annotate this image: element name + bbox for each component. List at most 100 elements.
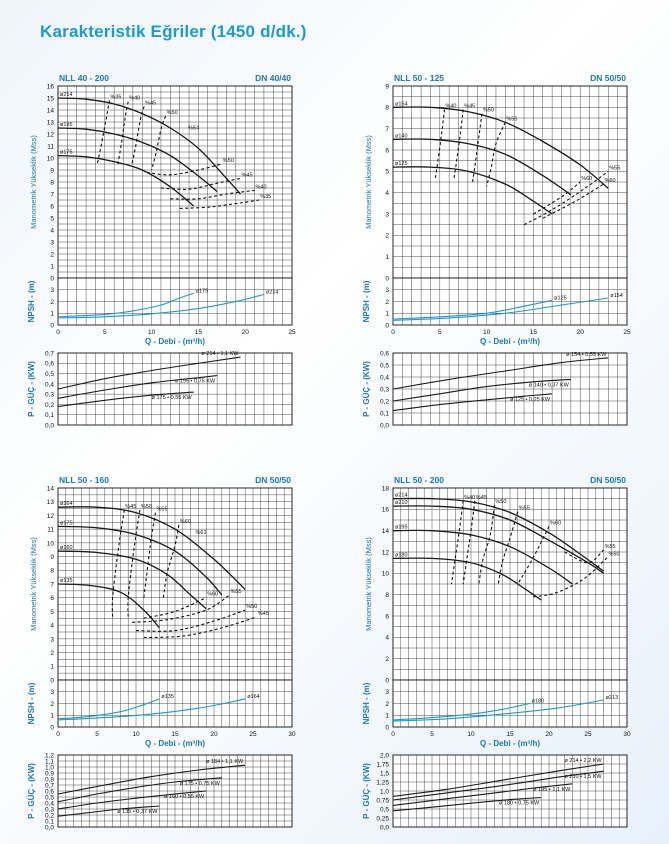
efficiency-label: %35	[110, 94, 121, 100]
series-label: ø214	[60, 92, 73, 98]
power-label: ø 184 • 1,1 KW	[206, 759, 244, 765]
y-tick-label: 7	[50, 191, 54, 198]
y-tick-label: 1,2	[45, 752, 54, 759]
y-tick-label: 3	[385, 689, 389, 696]
y-tick-label: 0,0	[45, 422, 54, 429]
efficiency-line	[462, 500, 476, 585]
x-tick-label: 30	[288, 731, 296, 738]
y-tick-label: 1,1	[45, 758, 54, 765]
efficiency-label: %55	[609, 165, 620, 171]
y-tick-label: 1	[385, 713, 389, 720]
y-tick-label: 5	[50, 215, 54, 222]
y-tick-label: 3	[385, 211, 389, 218]
series-line	[57, 698, 160, 720]
y-tick-label: 0,5	[45, 371, 54, 378]
y-tick-label: 8	[385, 592, 389, 599]
x-tick-label: 20	[242, 329, 250, 336]
y-tick-label: 0	[385, 724, 389, 731]
series-label: ø154	[610, 293, 623, 299]
efficiency-label: %40	[129, 96, 140, 102]
chart-nll-50-200: NLL 50 - 200 DN 50/50024681012141618Manom…	[362, 475, 631, 831]
y-tick-label: 0,4	[45, 381, 54, 388]
y-tick-label: 2	[385, 656, 389, 663]
power-label: ø 195 • 1,1 KW	[533, 787, 571, 793]
npsh-axis-label: NPSH - (m)	[27, 280, 36, 322]
y-tick-label: 4	[50, 227, 54, 234]
series-line	[57, 777, 222, 803]
series-line	[392, 497, 604, 572]
series-label: ø214	[395, 493, 408, 499]
series-label: ø140	[395, 133, 408, 139]
series-line	[392, 783, 573, 806]
series-label: ø213	[606, 695, 619, 701]
y-tick-label: 2	[50, 701, 54, 708]
npsh-section: 0 1 2 3 NPSH - (m) ø135 ø164	[27, 679, 293, 731]
y-tick-label: 0,8	[45, 776, 54, 783]
efficiency-line	[472, 113, 483, 183]
x-tick-label: 20	[210, 731, 218, 738]
x-tick-label: 5	[430, 731, 434, 738]
page-title: Karakteristik Eğriler (1450 d/dk.)	[40, 22, 307, 41]
power-label: ø 125 • 0,25 KW	[510, 397, 551, 403]
efficiency-label: %50	[609, 551, 620, 557]
power-label: ø 175 • 0,55 KW	[152, 395, 193, 401]
npsh-grid	[58, 278, 292, 325]
series-line	[57, 391, 194, 408]
y-tick-label: 2	[385, 299, 389, 306]
series-line	[392, 138, 572, 196]
y-tick-label: 0	[385, 322, 389, 329]
efficiency-line	[564, 549, 604, 564]
y-tick-label: 12	[47, 131, 55, 138]
efficiency-label: %45	[125, 504, 136, 510]
series-line	[57, 293, 265, 319]
x-tick-label: 20	[577, 329, 585, 336]
series-label: ø180	[532, 699, 545, 705]
chart-model-label: NLL 50 - 200	[394, 475, 444, 485]
efficiency-label: %50	[167, 110, 178, 116]
y-tick-label: 0,25	[376, 815, 389, 822]
y-tick-label: 1	[50, 263, 54, 270]
efficiency-line	[143, 616, 258, 639]
power-label: ø 154 • 0,55 KW	[566, 352, 607, 358]
y-tick-label: 1	[385, 254, 389, 261]
y-tick-label: 0	[385, 275, 389, 282]
x-axis-label: Q - Debi - (m³/h)	[480, 739, 540, 748]
y-tick-label: 0	[50, 275, 54, 282]
series-line	[57, 375, 218, 399]
y-tick-label: 16	[382, 507, 390, 514]
series-line	[57, 805, 160, 817]
y-tick-label: 13	[47, 119, 55, 126]
y-tick-label: 1	[385, 311, 389, 318]
series-line	[57, 97, 241, 195]
y-tick-label: 0	[50, 677, 54, 684]
efficiency-line	[143, 597, 207, 619]
series-line	[392, 557, 542, 601]
chart-nll-40-200: NLL 40 - 200 DN 40/4001234567891011121314…	[27, 73, 296, 429]
npsh-grid	[58, 680, 292, 727]
efficiency-label: %55	[506, 116, 517, 122]
y-tick-label: 16	[47, 83, 55, 90]
series-label: ø164	[60, 501, 73, 507]
series-line	[392, 357, 609, 390]
y-tick-label: 6	[50, 203, 54, 210]
efficiency-label: %45	[145, 100, 156, 106]
efficiency-label: %55	[157, 507, 168, 513]
x-axis-label: Q - Debi - (m³/h)	[480, 337, 540, 346]
head-section: 0 2 4 6 8 10 12 14 16 18 Manometrik Yükseklik (Mss…	[364, 485, 628, 684]
series-line	[392, 299, 553, 320]
y-tick-label: 0,4	[45, 800, 54, 807]
x-tick-label: 5	[438, 329, 442, 336]
x-tick-label: 15	[171, 731, 179, 738]
y-tick-label: 3	[50, 287, 54, 294]
series-label: ø175	[196, 288, 209, 294]
series-line	[392, 763, 604, 797]
efficiency-label: %55	[519, 505, 530, 511]
efficiency-line	[542, 183, 604, 219]
npsh-axis-label: NPSH - (m)	[362, 280, 371, 322]
y-tick-label: 6	[385, 613, 389, 620]
x-tick-label: 15	[530, 329, 538, 336]
series-label: ø195	[395, 525, 408, 531]
series-label: ø195	[60, 122, 73, 128]
efficiency-line	[135, 609, 246, 632]
